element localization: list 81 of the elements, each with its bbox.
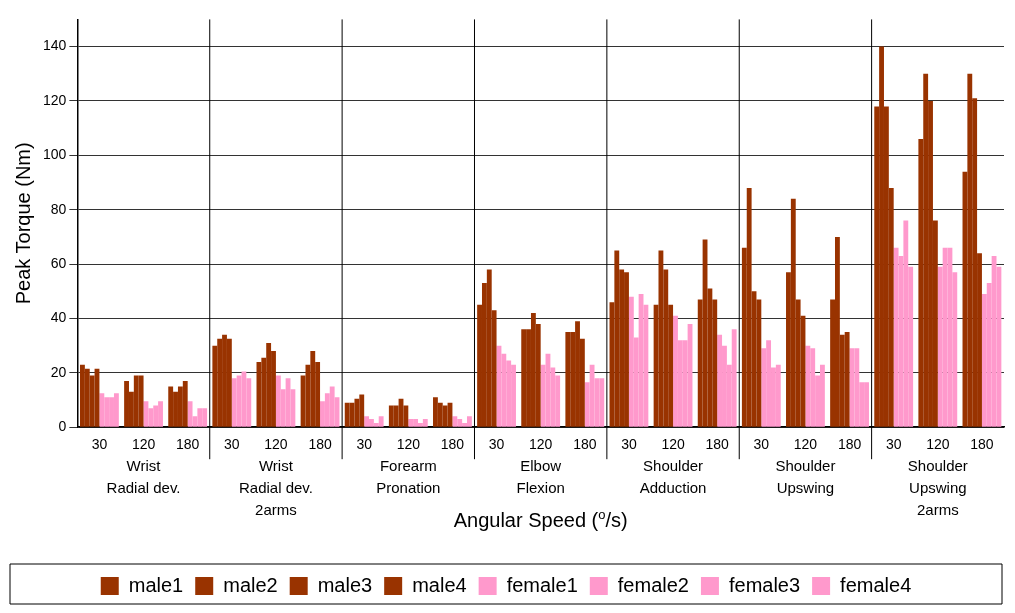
x-tick-label: 180 [705, 436, 730, 453]
legend-label: male3 [317, 573, 373, 596]
x-tick-label: 180 [970, 436, 994, 453]
bar [138, 375, 144, 427]
bar [168, 386, 174, 427]
bar [236, 375, 242, 427]
bar [452, 416, 458, 427]
x-tick-label: 120 [131, 436, 156, 453]
bar [378, 416, 384, 427]
bar [967, 73, 973, 427]
text: Shoulder Upswing [775, 456, 836, 496]
legend-label: female1 [506, 573, 578, 596]
y-tick-label: 20 [50, 363, 67, 380]
bar [182, 380, 188, 427]
text: Shoulder Upswing 2arms [907, 456, 968, 518]
bar [746, 187, 752, 427]
bar [844, 332, 850, 427]
bar [589, 364, 595, 427]
text: Wrist Radial dev. 2arms [238, 456, 313, 518]
bar [521, 329, 527, 427]
bar [599, 378, 605, 427]
bar [717, 334, 723, 427]
bar [113, 393, 119, 427]
bar [422, 419, 428, 427]
legend-label: male1 [128, 573, 184, 596]
x-tick-label: 120 [529, 436, 553, 453]
x-tick-label: 30 [224, 436, 240, 453]
bar [775, 364, 781, 427]
y-tick-label: 40 [50, 309, 67, 326]
bar [466, 416, 472, 427]
x-tick-label: 30 [91, 436, 108, 453]
bar [565, 332, 571, 427]
bar [658, 250, 664, 427]
x-tick-label: 180 [573, 436, 597, 453]
y-tick-label: 140 [43, 37, 67, 54]
x-tick-label: 30 [753, 436, 770, 453]
y-tick-label: 60 [50, 254, 67, 271]
bar [187, 401, 193, 427]
text: Elbow Flexion [516, 456, 565, 496]
bar [364, 416, 370, 427]
text: Shoulder Adduction [639, 456, 707, 496]
x-tick-label: 180 [308, 436, 332, 453]
bar [614, 250, 620, 427]
bar [903, 220, 909, 427]
bar [893, 247, 899, 427]
y-tick-label: 120 [43, 91, 67, 108]
bar [854, 348, 860, 427]
bar [354, 398, 360, 427]
legend-label: male4 [412, 573, 467, 596]
legend-label: female2 [617, 573, 689, 596]
bar [344, 402, 350, 427]
y-tick-label: 80 [50, 200, 67, 217]
bar [99, 393, 105, 427]
y-axis-title: Peak Torque (Nm) [11, 142, 34, 305]
bar [942, 247, 948, 427]
x-tick-label: 30 [356, 436, 373, 453]
bar [442, 405, 448, 427]
bar [408, 419, 414, 427]
x-tick-label: 120 [264, 436, 288, 453]
x-tick-label: 180 [175, 436, 200, 453]
y-tick-label: 100 [43, 146, 67, 163]
bar [197, 408, 203, 427]
bar [226, 338, 232, 427]
x-tick-label: 120 [396, 436, 421, 453]
x-tick-label: 120 [793, 436, 818, 453]
bar [329, 386, 335, 427]
y-tick-label: 0 [58, 418, 67, 435]
bar [731, 329, 737, 427]
bar [805, 345, 811, 427]
x-tick-label: 120 [661, 436, 685, 453]
text: Forearm Pronation [376, 456, 441, 496]
legend-label: female4 [840, 573, 912, 596]
legend-label: female3 [728, 573, 801, 596]
x-tick-label: 30 [621, 436, 637, 453]
legend-label: male2 [223, 573, 278, 596]
x-tick-label: 180 [837, 436, 862, 453]
x-tick-label: 120 [926, 436, 950, 453]
x-tick-label: 180 [440, 436, 465, 453]
text: Wrist Radial dev. [106, 456, 181, 496]
x-tick-label: 30 [488, 436, 505, 453]
x-tick-label: 30 [885, 436, 902, 453]
